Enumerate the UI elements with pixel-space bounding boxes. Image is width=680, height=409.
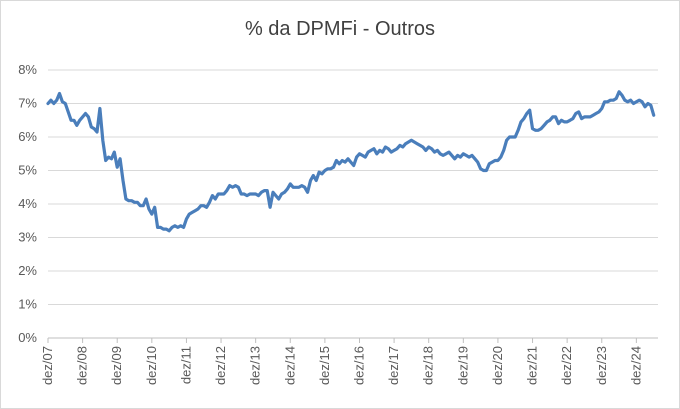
series-line: [46, 90, 656, 233]
y-tick-label: 4%: [18, 196, 37, 211]
y-axis-labels: 0% 1% 2% 3% 4% 5% 6% 7% 8%: [18, 62, 37, 345]
x-tick-label: dez/18: [421, 346, 436, 385]
x-tick-label: dez/10: [144, 346, 159, 385]
x-axis: [47, 338, 637, 343]
x-tick-label: dez/08: [75, 346, 90, 385]
chart-title: % da DPMFi - Outros: [244, 18, 436, 40]
y-tick-label: 8%: [18, 62, 37, 77]
y-tick-label: 7%: [18, 96, 37, 111]
x-tick-label: dez/16: [351, 346, 366, 385]
x-tick-label: dez/22: [559, 346, 574, 385]
series-layer: [46, 90, 656, 233]
y-tick-label: 1%: [18, 297, 37, 312]
x-tick-label: dez/17: [386, 346, 401, 385]
x-tick-label: dez/20: [490, 346, 505, 385]
y-tick-label: 3%: [18, 230, 37, 245]
x-tick-label: dez/23: [594, 346, 609, 385]
x-tick-label: dez/13: [248, 346, 263, 385]
x-axis-labels: dez/07 dez/08 dez/09 dez/10 dez/11 dez/12 dez/…: [40, 346, 643, 385]
y-tick-label: 6%: [18, 129, 37, 144]
y-tick-label: 0%: [18, 330, 37, 345]
y-tick-label: 5%: [18, 163, 37, 178]
x-tick-label: dez/09: [109, 346, 124, 385]
x-tick-label: dez/11: [178, 346, 193, 384]
x-tick-label: dez/14: [282, 346, 297, 385]
x-tick-label: dez/19: [455, 346, 470, 385]
x-tick-label: dez/07: [40, 346, 55, 385]
gridlines: [48, 69, 658, 339]
y-tick-label: 2%: [18, 263, 37, 278]
x-tick-label: dez/24: [628, 346, 643, 385]
x-tick-label: dez/15: [317, 346, 332, 385]
x-tick-label: dez/21: [525, 346, 540, 385]
x-tick-label: dez/12: [213, 346, 228, 385]
